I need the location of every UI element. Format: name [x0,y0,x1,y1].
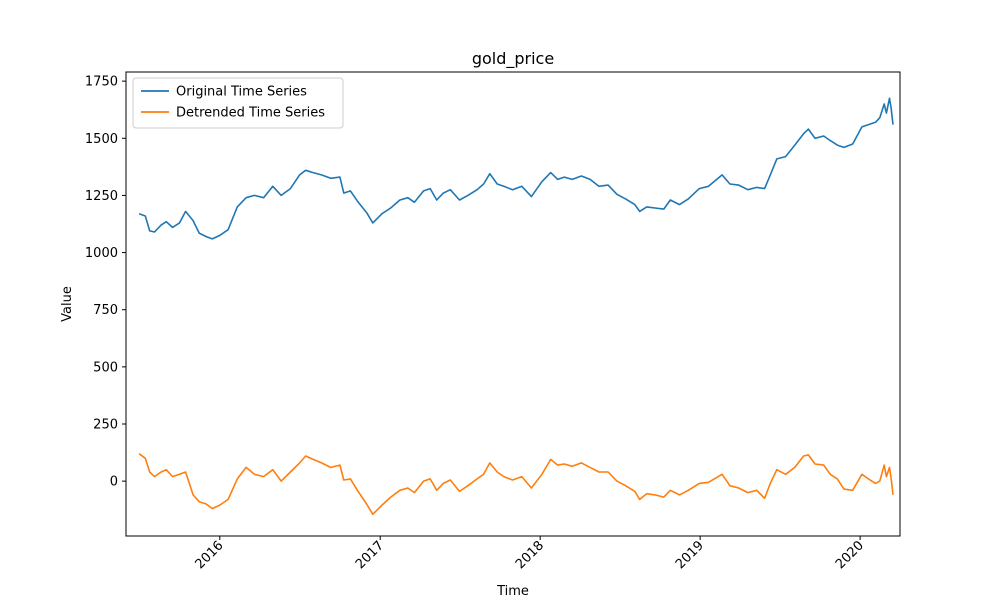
x-axis: 2016 2017 2018 2019 2020 [193,536,867,572]
y-tick-label: 1000 [85,246,118,261]
series-line-2 [138,453,894,516]
y-tick-label: 500 [93,360,118,375]
legend-label-2: Detrended Time Series [176,106,325,121]
legend-label-1: Original Time Series [176,85,307,100]
x-tick-label: 2019 [673,538,707,572]
chart-title: gold_price [472,49,554,69]
x-axis-label: Time [496,584,529,599]
x-tick-label: 2017 [353,538,387,572]
plot-area [125,71,901,537]
y-tick-label: 1500 [85,132,118,147]
y-tick-label: 1250 [85,189,118,204]
plot-frame [125,71,901,537]
y-axis: 0 250 500 750 1000 1250 1500 1750 [85,75,126,490]
y-axis-label: Value [60,286,75,322]
x-tick-label: 2016 [193,538,227,572]
series-line-1 [138,97,894,240]
y-tick-label: 750 [93,303,118,318]
legend: Original Time Series Detrended Time Serie… [132,77,344,129]
x-tick-label: 2018 [513,538,547,572]
y-tick-label: 250 [93,418,118,433]
y-tick-label: 1750 [85,75,118,90]
y-tick-label: 0 [110,475,118,490]
x-tick-label: 2020 [833,538,867,572]
legend-box [132,77,344,129]
